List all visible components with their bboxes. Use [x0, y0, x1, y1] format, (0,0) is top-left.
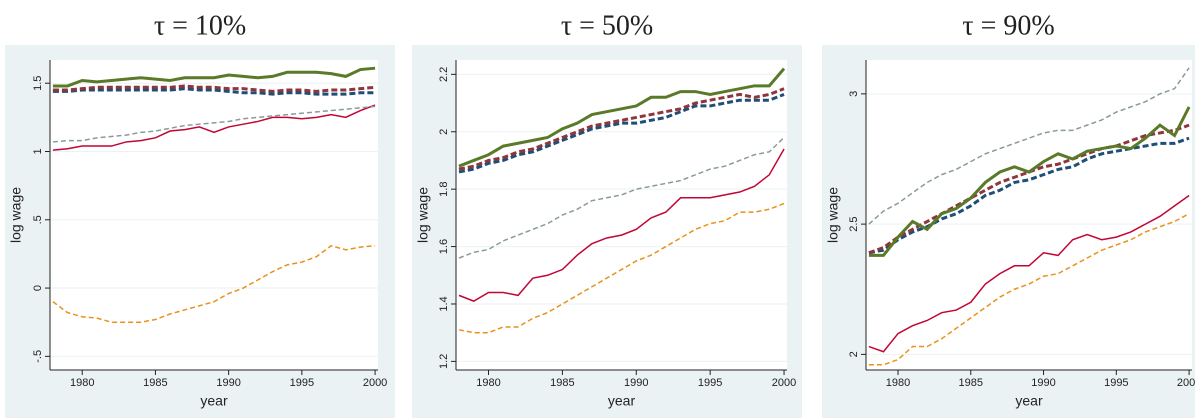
y-tick-label: 2.2	[438, 67, 450, 82]
x-tick-label: 1995	[1104, 377, 1128, 389]
panel-title: τ = 10%	[154, 10, 246, 41]
series-line	[868, 106, 1191, 257]
series-line	[458, 202, 785, 334]
series-line	[458, 148, 785, 302]
y-tick-label: 1	[32, 148, 44, 154]
x-tick-label: 1985	[143, 377, 167, 389]
panel-title: τ = 50%	[561, 10, 653, 41]
x-tick-label: 1990	[624, 377, 648, 389]
series-line	[458, 87, 785, 171]
x-tick-label: 1980	[886, 377, 910, 389]
y-tick-label: 1.8	[438, 182, 450, 197]
y-tick-label: .5	[32, 215, 44, 224]
panel-title: τ = 90%	[962, 10, 1054, 41]
y-axis-label: log wage	[8, 187, 24, 243]
series-line	[52, 66, 376, 88]
y-axis-label: log wage	[825, 187, 841, 243]
x-tick-label: 1985	[550, 377, 574, 389]
y-tick-label: -.5	[32, 350, 44, 363]
x-tick-label: 2000	[772, 377, 796, 389]
y-tick-label: 2	[438, 129, 450, 135]
plot-area	[456, 60, 787, 370]
series-line	[52, 105, 376, 143]
plot-area	[50, 60, 378, 370]
x-tick-label: 1990	[1031, 377, 1055, 389]
x-tick-label: 1980	[476, 377, 500, 389]
y-tick-label: 1.2	[438, 354, 450, 369]
x-axis-label: year	[200, 393, 228, 409]
y-axis-label: log wage	[415, 187, 431, 243]
x-tick-label: 1980	[70, 377, 94, 389]
series-line	[52, 104, 376, 151]
x-axis-label: year	[608, 393, 636, 409]
series-line	[52, 244, 376, 323]
y-tick-label: 3	[848, 91, 860, 97]
series-line	[458, 136, 785, 259]
series-line	[868, 136, 1190, 255]
plot-area	[866, 60, 1192, 370]
y-tick-label: 2	[848, 351, 860, 357]
series-line	[458, 93, 785, 174]
y-tick-label: 1.5	[32, 76, 44, 91]
series-line	[868, 213, 1190, 366]
y-tick-label: 1.4	[438, 296, 450, 311]
series-line	[868, 67, 1190, 225]
series-line	[868, 123, 1190, 255]
x-tick-label: 2000	[1177, 377, 1195, 389]
y-tick-label: 2.5	[848, 216, 860, 231]
x-tick-label: 1995	[698, 377, 722, 389]
series-line	[458, 67, 786, 168]
y-tick-label: 0	[32, 285, 44, 291]
x-axis-label: year	[1015, 393, 1043, 409]
x-tick-label: 1995	[290, 377, 314, 389]
series-line	[868, 194, 1190, 353]
y-tick-label: 1.6	[438, 239, 450, 254]
x-tick-label: 1985	[959, 377, 983, 389]
x-tick-label: 2000	[363, 377, 387, 389]
x-tick-label: 1990	[216, 377, 240, 389]
